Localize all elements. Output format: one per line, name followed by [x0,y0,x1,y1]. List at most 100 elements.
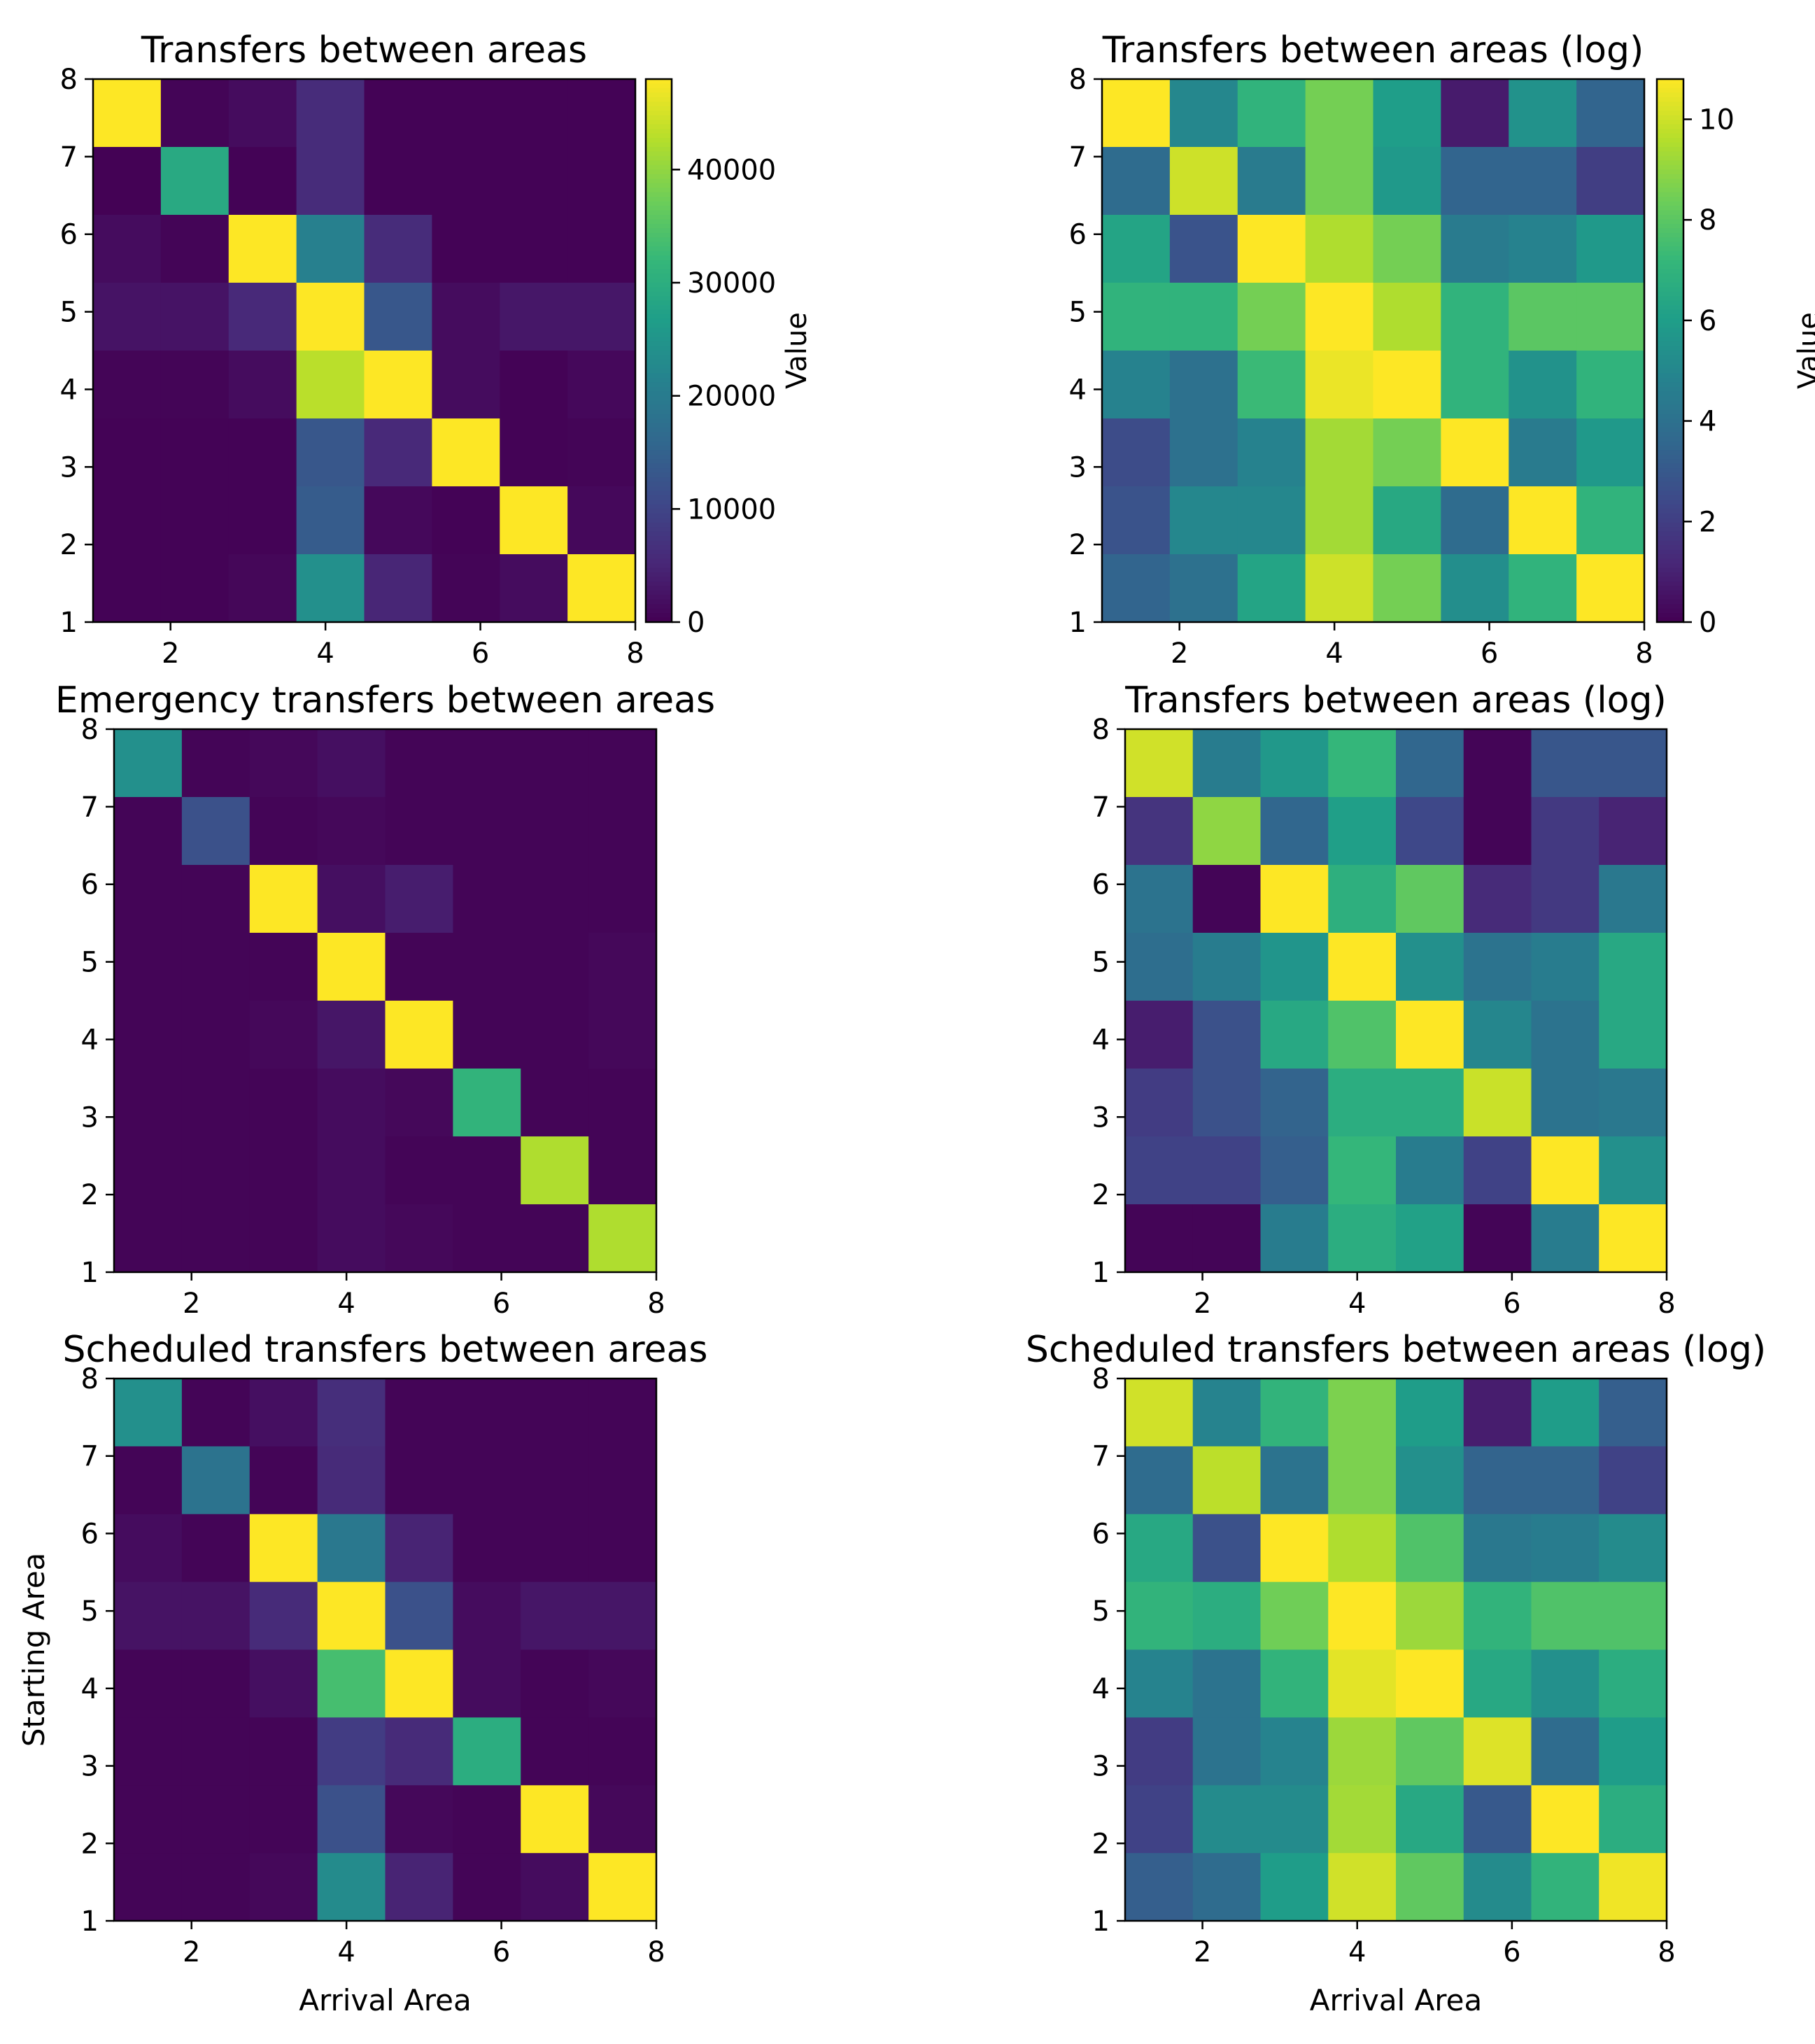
heatmap-cell-r3-c1 [1125,1069,1194,1137]
heatmap-cell-r1-c4 [296,554,365,623]
heatmap-cell-r4-c5 [385,1649,453,1718]
heatmap-cell-r3-c5 [1396,1717,1464,1786]
x-tick-label: 4 [337,1288,355,1320]
colorbar: 0 2 4 6 8 10 Value [1655,78,1815,639]
colorbar-gradient-step [1657,188,1683,193]
colorbar-gradient-step [646,572,672,577]
heatmap-cell-r1-c8 [1599,1204,1667,1273]
panel-title: Scheduled transfers between areas (log) [1026,1329,1766,1371]
heatmap-cell-r4-c2 [160,351,229,419]
colorbar-gradient-step [1657,445,1683,451]
colorbar-gradient-step [646,545,672,551]
heatmap-cell-r8-c1 [93,79,162,148]
heatmap-cell-r5-c6 [1463,933,1532,1001]
heatmap-cell-r5-c5 [1396,933,1464,1001]
colorbar-gradient-step [1657,309,1683,315]
colorbar-gradient-step [1657,351,1683,356]
colorbar-gradient-step [1657,540,1683,546]
colorbar-tick-label: 10000 [687,493,776,526]
colorbar-gradient-step [1657,305,1683,311]
heatmap-cell-r2-c2 [181,1785,250,1854]
heatmap-cell-r1-c7 [1509,554,1577,623]
axes-frame [1124,1377,1668,1922]
heatmap-cell-r7-c6 [1463,1446,1532,1515]
colorbar-gradient-step [1657,164,1683,170]
heatmap-cell-r7-c7 [521,797,589,866]
colorbar-gradient-step [646,341,672,347]
colorbar-tick-label: 2 [1699,506,1716,538]
heatmap-cell-r6-c4 [317,1514,386,1583]
heatmap-cell-r3-c2 [181,1069,250,1137]
heatmap-cell-r7-c8 [588,797,657,866]
colorbar-gradient-step [1657,486,1683,492]
heatmap-cell-r6-c8 [1576,215,1645,283]
heatmap-cell-r6-c4 [1328,865,1397,933]
heatmap-cell-r2-c6 [453,1785,521,1854]
heatmap-cell-r3-c4 [317,1717,386,1786]
colorbar-gradient-step [646,265,672,270]
heatmap-cell-r7-c5 [1373,147,1441,216]
heatmap-cell-r8-c1 [114,1379,183,1447]
y-tick-label: 2 [60,529,78,561]
heatmap-cell-r7-c5 [1396,1446,1464,1515]
colorbar-gradient-step [646,120,672,125]
heatmap-cell-r6-c3 [1237,215,1306,283]
heatmap-cell-r7-c4 [317,797,386,866]
heatmap-cell-r5-c5 [1373,283,1441,351]
heatmap-cell-r3-c7 [1531,1069,1599,1137]
y-tick-label: 3 [60,451,78,484]
heatmap-cell-r6-c1 [114,865,183,933]
colorbar-gradient-step [1657,283,1683,288]
heatmap-cell-r1-c1 [1102,554,1171,623]
colorbar-gradient-step [1657,133,1683,139]
colorbar-gradient-step [1657,450,1683,456]
heatmap-cell-r7-c6 [432,147,500,216]
colorbar-gradient-step [1657,129,1683,134]
x-tick-label: 8 [1635,637,1653,670]
heatmap-cell-r1-c7 [521,1853,589,1922]
x-tick-label: 2 [162,637,179,670]
colorbar-gradient-step [646,395,672,401]
heatmap-cell-r5-c8 [567,283,636,351]
heatmap-cell-r1-c8 [1599,1853,1667,1922]
colorbar-gradient-step [646,133,672,139]
heatmap-cell-r2-c3 [1237,486,1306,555]
colorbar-gradient-step [1657,138,1683,143]
colorbar-gradient-step [646,441,672,446]
heatmap-cell-r4-c4 [1328,1649,1397,1718]
y-tick-label: 7 [1092,791,1110,824]
colorbar-gradient-step [1657,536,1683,542]
y-tick-label: 2 [81,1179,99,1211]
colorbar-gradient-step [1657,228,1683,234]
colorbar-gradient-step [1657,332,1683,338]
heatmap-cell-r6-c2 [181,1514,250,1583]
heatmap-cell-r1-c6 [432,554,500,623]
y-tick-label: 4 [1069,374,1087,406]
heatmap-cell-r3-c5 [385,1717,453,1786]
colorbar-gradient-step [1657,323,1683,329]
heatmap-cell-r3-c4 [317,1069,386,1137]
colorbar-gradient-step [1657,120,1683,125]
colorbar-gradient-step [646,246,672,252]
heatmap-cell-r1-c5 [1373,554,1441,623]
heatmap-cell-r3-c7 [1509,418,1577,487]
heatmap-cell-r2-c5 [385,1136,453,1205]
colorbar-gradient-step [646,283,672,288]
heatmap-cell-r8-c8 [588,729,657,798]
colorbar-gradient-step [1657,291,1683,297]
y-tick-label: 1 [1069,607,1087,639]
heatmap-cell-r3-c8 [588,1069,657,1137]
heatmap-cell-r2-c4 [1328,1136,1397,1205]
heatmap-cells [1102,79,1645,623]
colorbar-gradient-step [646,373,672,379]
heatmap-cell-r2-c5 [385,1785,453,1854]
colorbar-gradient-step [1657,265,1683,270]
heatmap-cell-r8-c8 [588,1379,657,1447]
heatmap-cell-r3-c1 [114,1717,183,1786]
heatmap-cell-r5-c2 [181,1581,250,1651]
heatmap-cell-r6-c7 [1531,865,1599,933]
colorbar-gradient-step [646,491,672,496]
heatmap-cell-r8-c3 [1237,79,1306,148]
colorbar-tick-label: 10 [1699,104,1735,136]
heatmap-cell-r6-c6 [453,1514,521,1583]
